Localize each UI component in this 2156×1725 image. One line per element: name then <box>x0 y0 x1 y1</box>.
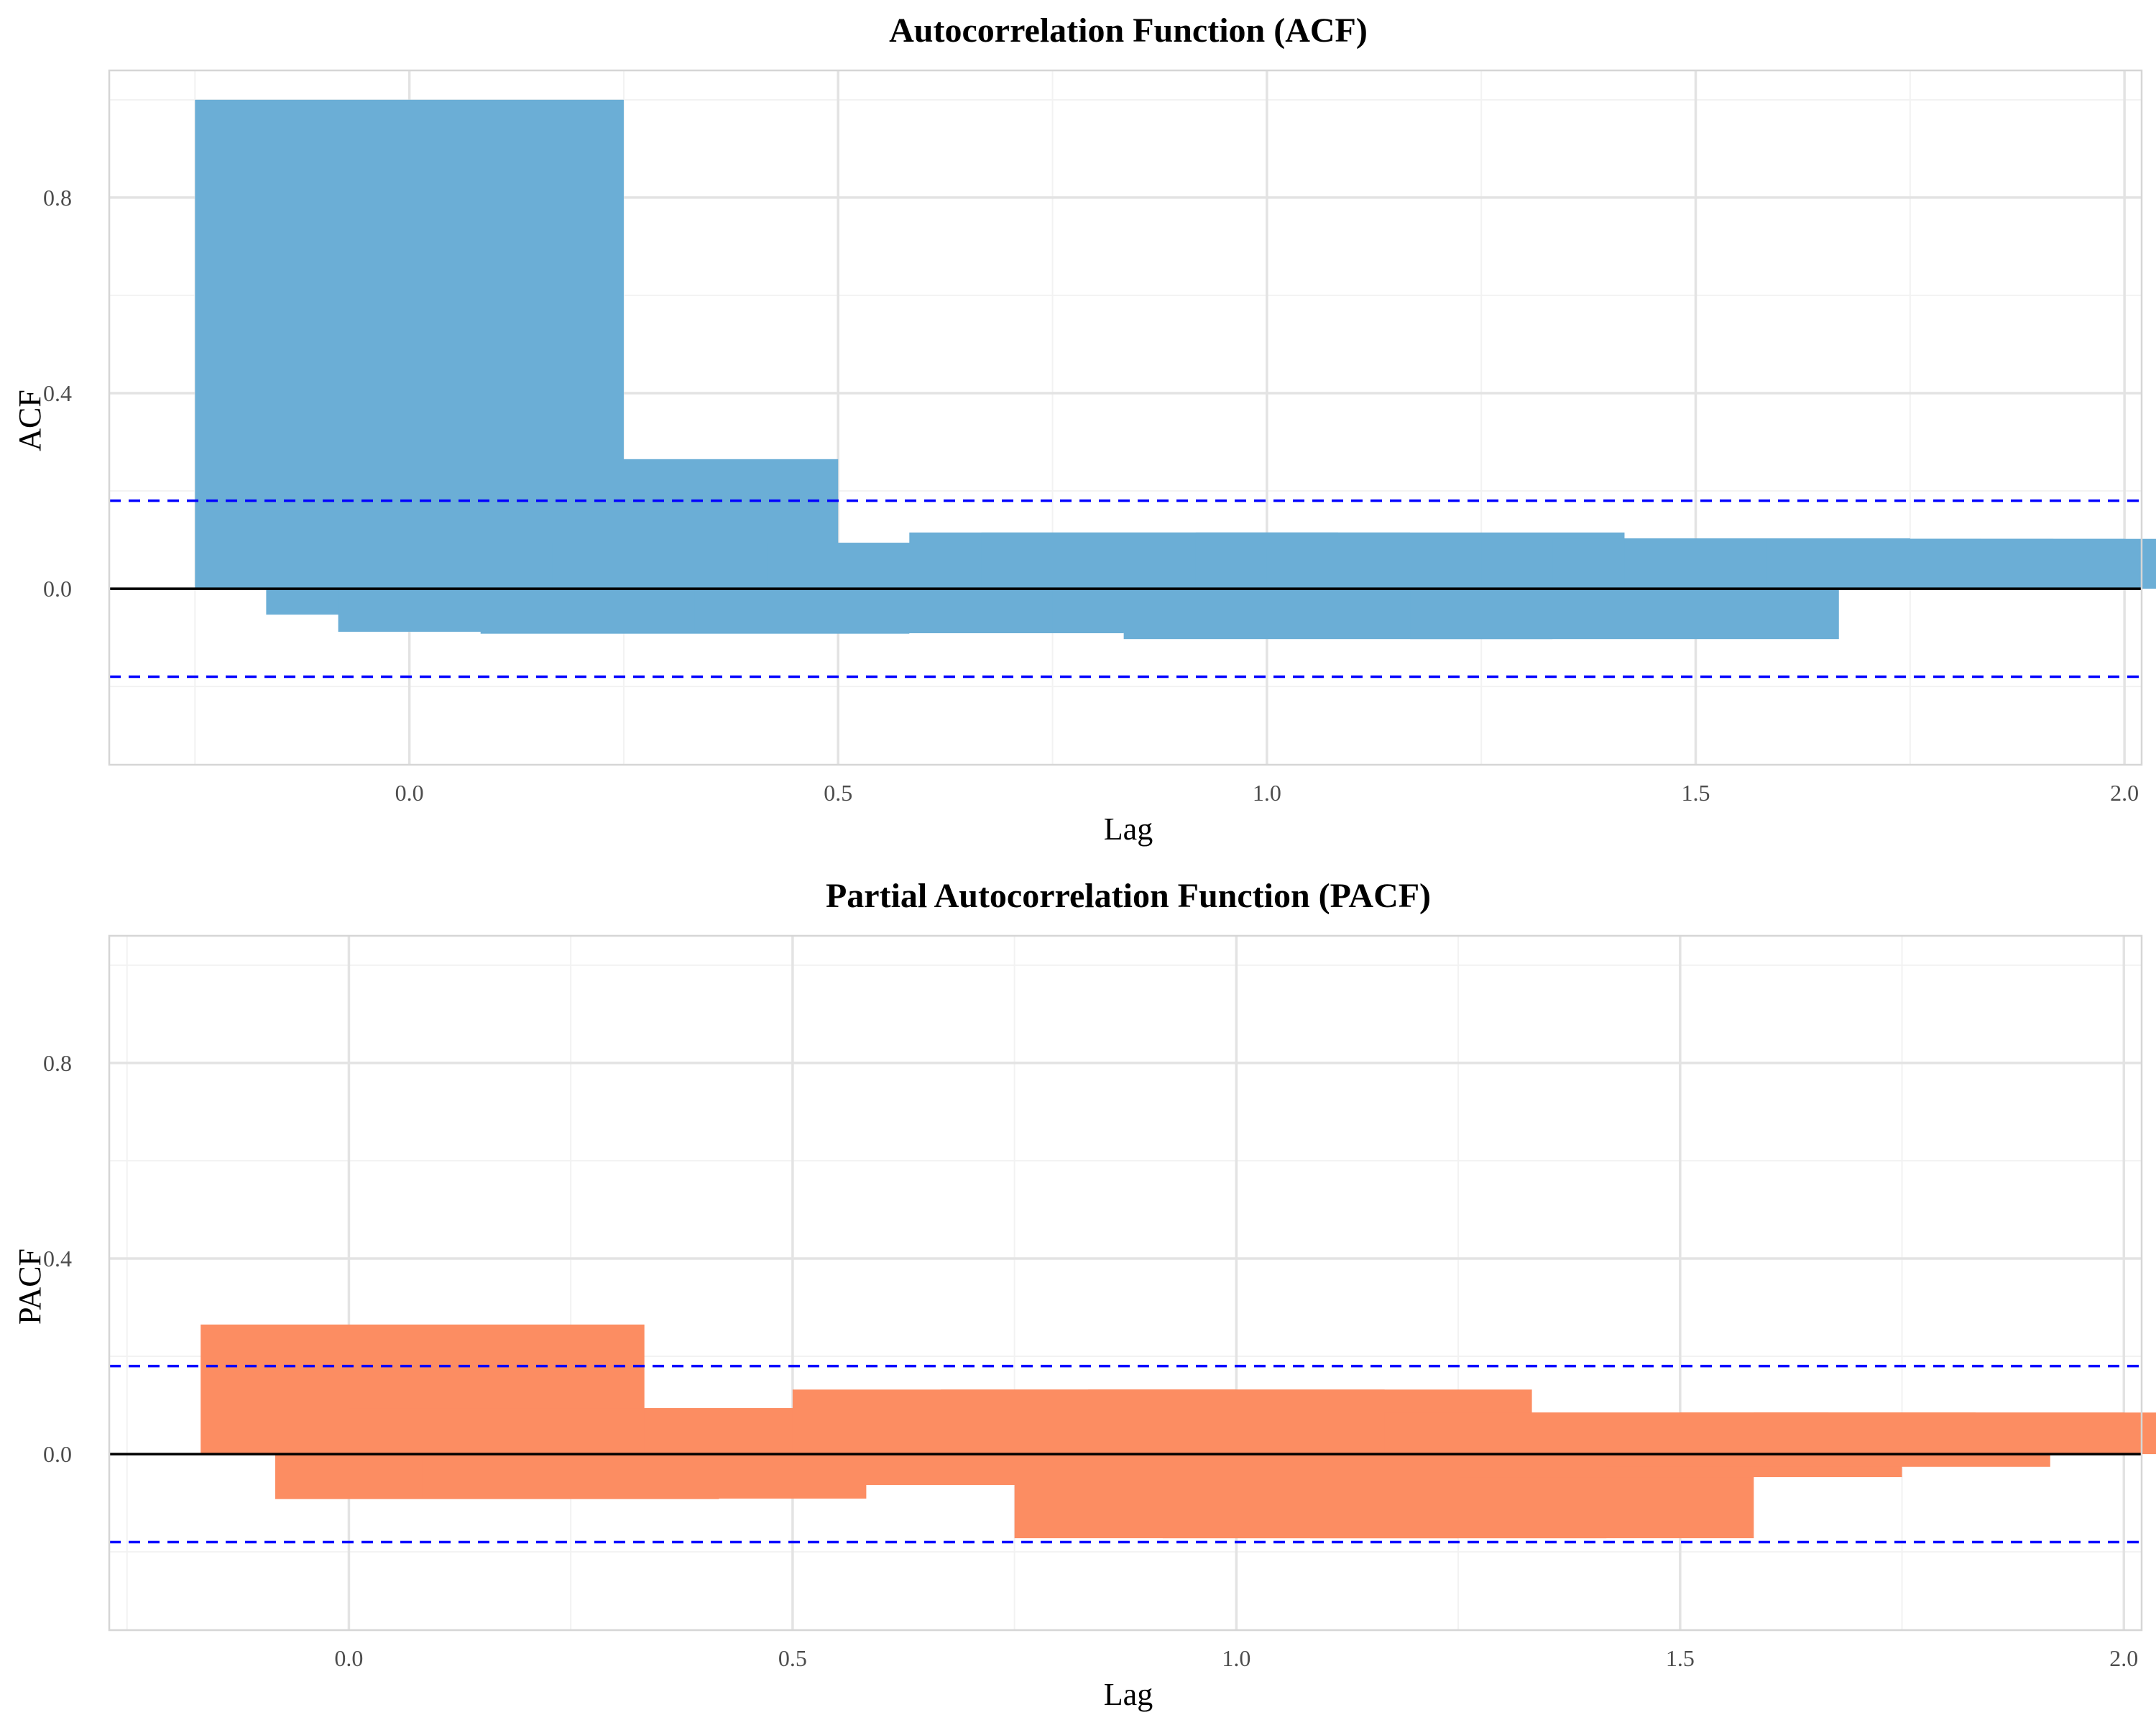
pacf-bar <box>1606 1454 2050 1467</box>
pacf-bar <box>1754 1412 2156 1455</box>
pacf-y-axis-label: PACF <box>12 1248 47 1325</box>
pacf-x-tick-label: 0.5 <box>778 1645 807 1671</box>
acf-bar <box>1766 538 2156 589</box>
acf-y-axis-label: ACF <box>12 390 47 451</box>
acf-y-tick-label: 0.0 <box>43 576 72 602</box>
pacf-y-tick-label: 0.4 <box>43 1246 72 1271</box>
acf-y-tick-label: 0.8 <box>43 185 72 211</box>
acf-x-tick-label: 1.5 <box>1682 780 1710 806</box>
acf-y-tick-label: 0.4 <box>43 380 72 406</box>
acf-x-tick-label: 1.0 <box>1253 780 1281 806</box>
pacf-y-tick-label: 0.0 <box>43 1441 72 1467</box>
acf-x-axis-label: Lag <box>1104 811 1153 847</box>
pacf-panel-border <box>108 934 2143 1632</box>
pacf-x-tick-label: 0.0 <box>334 1645 363 1671</box>
pacf-chart: Partial Autocorrelation Function (PACF) … <box>12 877 2156 1712</box>
acf-chart: Autocorrelation Function (ACF) ACF Lag 0… <box>12 12 2156 847</box>
acf-title: Autocorrelation Function (ACF) <box>889 12 1368 50</box>
acf-plot-area: 0.0 0.5 1.0 1.5 2.0 0.0 0.4 0.8 <box>43 69 2156 806</box>
acf-x-tick-label: 0.5 <box>824 780 852 806</box>
pacf-x-tick-label: 2.0 <box>2109 1645 2138 1671</box>
acf-panel-border <box>108 69 2143 766</box>
pacf-x-tick-label: 1.5 <box>1666 1645 1695 1671</box>
pacf-title: Partial Autocorrelation Function (PACF) <box>826 877 1431 915</box>
acf-x-tick-label: 0.0 <box>395 780 424 806</box>
acf-bar <box>1410 589 1839 640</box>
pacf-x-axis-label: Lag <box>1104 1677 1153 1712</box>
pacf-x-tick-label: 1.0 <box>1222 1645 1250 1671</box>
acf-x-tick-label: 2.0 <box>2110 780 2139 806</box>
pacf-plot-area: 0.0 0.5 1.0 1.5 2.0 0.0 0.4 0.8 <box>43 934 2156 1671</box>
pacf-y-tick-label: 0.8 <box>43 1050 72 1076</box>
